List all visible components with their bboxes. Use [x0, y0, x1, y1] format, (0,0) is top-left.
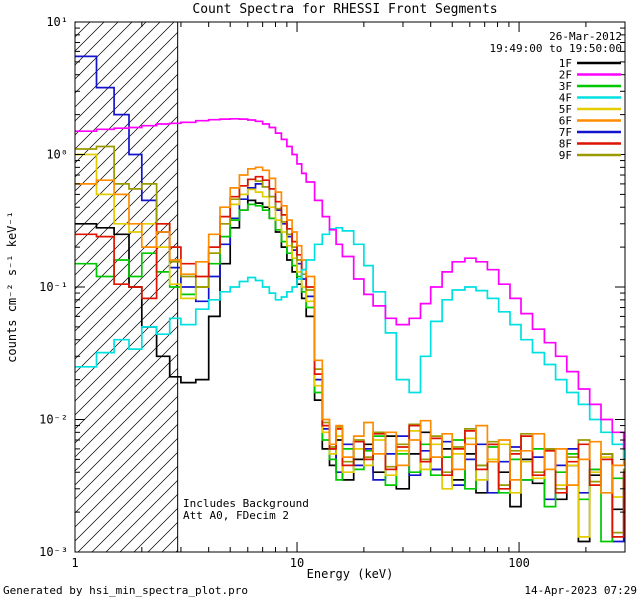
- x-tick-label: 10: [290, 556, 304, 570]
- legend-label-5F: 5F: [559, 103, 572, 116]
- series-2F: [75, 117, 625, 450]
- spectra-series: [75, 55, 625, 543]
- legend-entry-8F: 8F: [559, 138, 621, 151]
- y-tick-label: 10⁻³: [39, 545, 68, 559]
- annotation-attenuator-state: Att A0, FDecim 2: [183, 509, 289, 522]
- legend-label-7F: 7F: [559, 126, 572, 139]
- axes: 1 10 100 10⁻³ 10⁻² 10⁻¹ 10⁰ 10¹: [39, 15, 626, 570]
- legend-label-8F: 8F: [559, 138, 572, 151]
- series-4F: [75, 226, 625, 461]
- annotation-includes-background: Includes Background: [183, 497, 309, 510]
- x-tick-label: 1: [71, 556, 78, 570]
- legend-entry-4F: 4F: [559, 92, 621, 105]
- legend-label-1F: 1F: [559, 57, 572, 70]
- y-tick-label: 10⁰: [46, 148, 68, 162]
- legend-label-2F: 2F: [559, 69, 572, 82]
- x-axis-label: Energy (keV): [307, 567, 394, 581]
- legend-entry-3F: 3F: [559, 80, 621, 93]
- series-6F: [75, 166, 625, 494]
- legend-label-9F: 9F: [559, 149, 572, 162]
- excluded-region-hatch: [75, 22, 179, 552]
- y-tick-label: 10⁻¹: [39, 280, 68, 294]
- date-label: 26-Mar-2012: [549, 30, 622, 43]
- legend-label-4F: 4F: [559, 92, 572, 105]
- legend-label-3F: 3F: [559, 80, 572, 93]
- time-range-label: 19:49:00 to 19:50:00: [490, 42, 622, 55]
- y-tick-label: 10¹: [46, 15, 68, 29]
- footer-generated-by: Generated by hsi_min_spectra_plot.pro: [3, 584, 248, 597]
- legend-entry-9F: 9F: [559, 149, 621, 162]
- legend-entry-1F: 1F: [559, 57, 621, 70]
- chart-title: Count Spectra for RHESSI Front Segments: [192, 2, 497, 17]
- footer-datetime: 14-Apr-2023 07:29: [524, 584, 637, 597]
- y-axis-label: counts cm⁻² s⁻¹ keV⁻¹: [5, 211, 19, 363]
- hatch-fill: [75, 22, 178, 552]
- legend-entry-2F: 2F: [559, 69, 621, 82]
- x-tick-label: 100: [508, 556, 530, 570]
- legend-entry-7F: 7F: [559, 126, 621, 139]
- y-tick-label: 10⁻²: [39, 413, 68, 427]
- legend-entry-6F: 6F: [559, 115, 621, 128]
- legend-label-6F: 6F: [559, 115, 572, 128]
- legend-entry-5F: 5F: [559, 103, 621, 116]
